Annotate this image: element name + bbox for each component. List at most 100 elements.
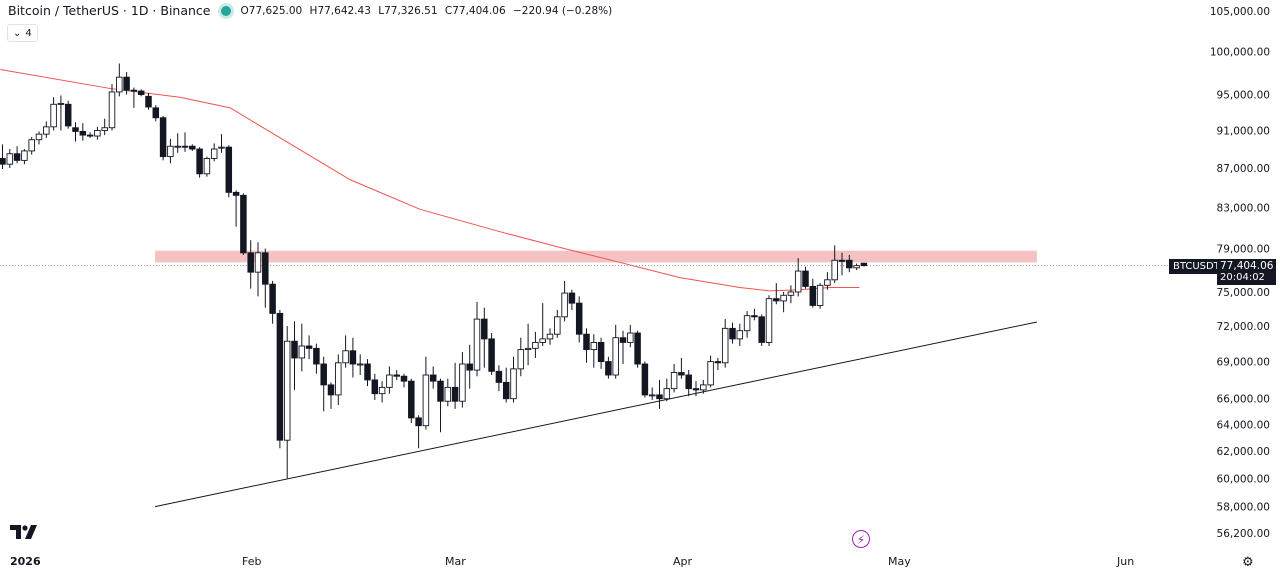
candle-body-down	[189, 145, 196, 150]
low-value: L77,326.51	[378, 4, 438, 17]
candle	[692, 381, 700, 397]
candle	[130, 87, 138, 108]
candle	[429, 366, 437, 389]
candle-body-down	[656, 394, 663, 400]
candle	[648, 387, 656, 400]
price-axis[interactable]: 105,000.00 100,000.00 95,000.00 91,000.00 87…	[1210, 6, 1270, 540]
candle	[94, 126, 101, 140]
candle-body-up	[546, 333, 554, 340]
candle	[371, 373, 379, 400]
candle-body-up	[378, 386, 386, 395]
candle	[824, 272, 831, 290]
candle	[561, 280, 568, 322]
candle-body-down	[502, 381, 510, 400]
symbol-title[interactable]: Bitcoin / TetherUS · 1D · Binance	[8, 3, 211, 18]
candle	[21, 149, 28, 165]
last-price: 77,404.06	[1220, 260, 1274, 272]
candle-body-down	[437, 380, 444, 402]
candle-body-up	[539, 338, 546, 343]
candle	[481, 307, 488, 368]
candle-body-down	[72, 127, 79, 132]
candle	[575, 296, 583, 343]
candle-body-up	[342, 350, 349, 364]
candle-body-up	[203, 158, 211, 175]
candle	[714, 357, 722, 371]
candle-body-up	[554, 316, 561, 335]
candle	[860, 262, 868, 267]
candle	[269, 280, 276, 324]
candle	[444, 378, 452, 407]
candle	[145, 92, 152, 110]
candle	[72, 122, 79, 142]
market-status-icon	[220, 5, 231, 16]
candle-body-up	[627, 332, 634, 343]
price-axis-label: 79,000.00	[1217, 244, 1270, 256]
candle	[539, 303, 546, 346]
candle	[327, 382, 335, 409]
time-label-feb: Feb	[242, 555, 262, 568]
price-axis-label: 75,000.00	[1217, 287, 1270, 299]
candle-body-down	[714, 361, 722, 364]
candle	[758, 314, 765, 346]
candle-body-up	[254, 252, 262, 273]
candle	[79, 123, 87, 141]
price-axis-label: 105,000.00	[1210, 6, 1270, 18]
candle	[415, 415, 422, 449]
candle-body-down	[159, 117, 167, 158]
chevron-down-icon: ⌄	[13, 27, 22, 39]
lightning-event-icon[interactable]: ⚡	[852, 530, 870, 548]
candle-body-down	[605, 361, 612, 376]
candle	[137, 89, 145, 97]
candle	[28, 136, 35, 155]
indicators-toggle-button[interactable]: ⌄ 4	[7, 24, 38, 42]
candle-body-up	[174, 145, 181, 148]
candle-body-up	[356, 363, 364, 366]
candle	[729, 322, 736, 344]
candle	[495, 365, 503, 392]
candle-body-down	[123, 76, 130, 91]
candle-body-down	[371, 379, 379, 395]
candle-body-down	[583, 333, 590, 351]
candle-body-down	[232, 191, 240, 196]
candle-body-down	[86, 134, 94, 137]
candle	[101, 118, 108, 136]
gear-icon[interactable]: ⚙	[1242, 555, 1254, 570]
candle-body-up	[780, 294, 787, 302]
time-label-may: May	[888, 555, 911, 568]
candle	[196, 147, 203, 178]
candle-body-down	[79, 130, 87, 136]
candle	[6, 149, 14, 169]
candle	[386, 366, 393, 394]
candle-body-down	[729, 327, 736, 340]
support-trendline[interactable]	[154, 321, 1038, 508]
candle-body-down	[495, 370, 503, 383]
candle-body-up	[707, 361, 714, 386]
candle	[305, 335, 313, 360]
candle-body-down	[408, 380, 415, 419]
candle	[276, 309, 284, 449]
price-axis-label: 60,000.00	[1217, 473, 1270, 485]
candle-body-down	[838, 259, 846, 262]
candle-body-down	[758, 316, 765, 343]
tradingview-logo-icon[interactable]	[10, 525, 38, 539]
candle	[656, 379, 663, 409]
candle-body-down	[181, 145, 189, 148]
candle-body-down	[860, 262, 868, 267]
candle-body-down	[276, 312, 284, 441]
candle	[612, 324, 619, 379]
candle	[400, 373, 408, 388]
candle-body-down	[685, 374, 692, 390]
candle-body-down	[145, 95, 152, 108]
candle-body-up	[853, 265, 860, 269]
candle-body-down	[305, 345, 313, 349]
candle-body-down	[809, 285, 817, 306]
candles	[0, 63, 868, 479]
price-axis-label: 69,000.00	[1217, 357, 1270, 369]
moving-average-path	[0, 68, 860, 292]
candle	[794, 258, 802, 297]
candle	[517, 337, 525, 377]
candle	[809, 278, 817, 308]
candle-body-up	[561, 292, 568, 318]
candle	[853, 263, 860, 270]
